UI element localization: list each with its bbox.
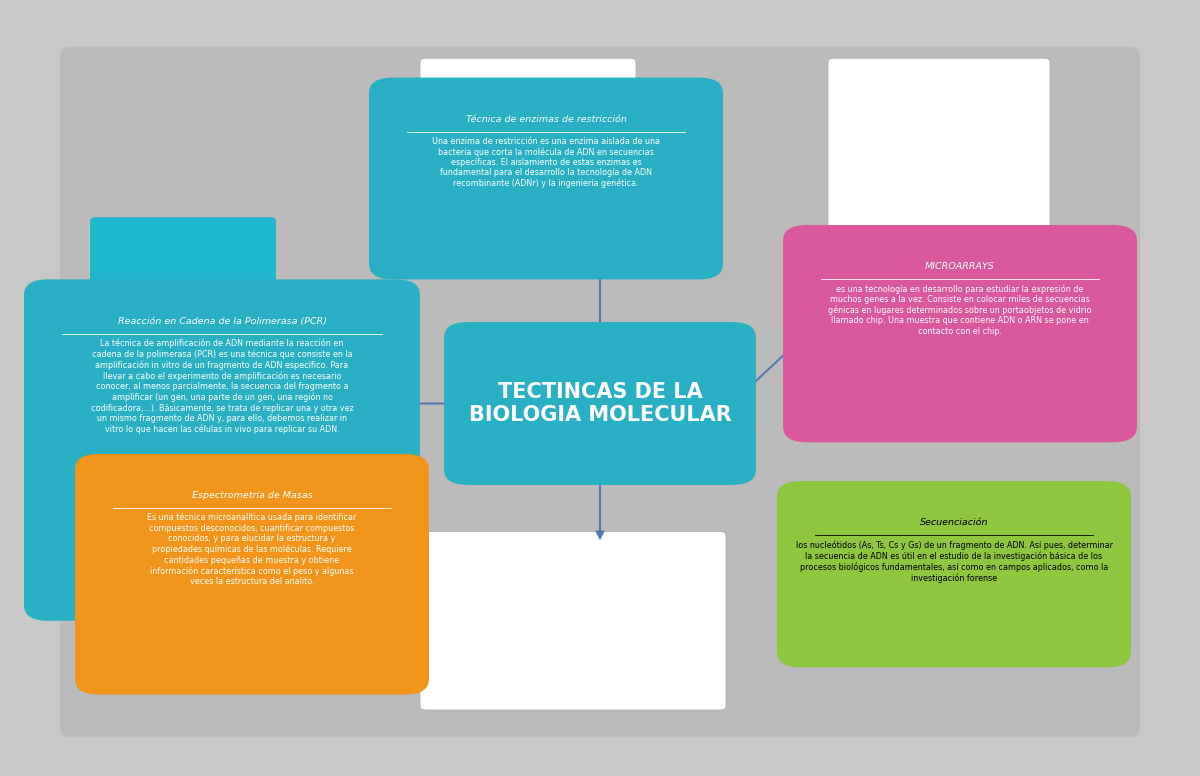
- FancyBboxPatch shape: [74, 454, 430, 695]
- FancyBboxPatch shape: [420, 58, 636, 229]
- FancyBboxPatch shape: [778, 481, 1130, 667]
- Text: TECTINCAS DE LA
BIOLOGIA MOLECULAR: TECTINCAS DE LA BIOLOGIA MOLECULAR: [469, 382, 731, 425]
- Text: Secuenciación: Secuenciación: [919, 518, 989, 528]
- FancyBboxPatch shape: [90, 217, 276, 361]
- FancyBboxPatch shape: [828, 58, 1050, 229]
- FancyBboxPatch shape: [24, 279, 420, 621]
- Text: Técnica de enzimas de restricción: Técnica de enzimas de restricción: [466, 115, 626, 124]
- Text: Una enzima de restricción es una enzima aislada de una
bacteria que corta la mol: Una enzima de restricción es una enzima …: [432, 137, 660, 189]
- FancyBboxPatch shape: [420, 532, 726, 710]
- Text: Espectrometría de Masas: Espectrometría de Masas: [192, 491, 312, 501]
- Text: Reacción en Cadena de la Polimerasa (PCR): Reacción en Cadena de la Polimerasa (PCR…: [118, 317, 326, 326]
- FancyBboxPatch shape: [60, 47, 1140, 737]
- Text: los nucleótidos (As, Ts, Cs y Gs) de un fragmento de ADN. Así pues, determinar
l: los nucleótidos (As, Ts, Cs y Gs) de un …: [796, 540, 1112, 583]
- FancyBboxPatch shape: [370, 78, 722, 279]
- Text: La técnica de amplificación de ADN mediante la reacción en
cadena de la polimera: La técnica de amplificación de ADN media…: [91, 338, 353, 434]
- Text: Es una técnica microanalítica usada para identificar
compuestos desconocidos, cu: Es una técnica microanalítica usada para…: [148, 513, 356, 586]
- FancyBboxPatch shape: [828, 256, 1050, 415]
- Text: MICROARRAYS: MICROARRAYS: [925, 262, 995, 272]
- Text: es una tecnología en desarrollo para estudiar la expresión de
muchos genes a la : es una tecnología en desarrollo para est…: [828, 284, 1092, 336]
- FancyBboxPatch shape: [444, 322, 756, 485]
- FancyBboxPatch shape: [784, 225, 1138, 442]
